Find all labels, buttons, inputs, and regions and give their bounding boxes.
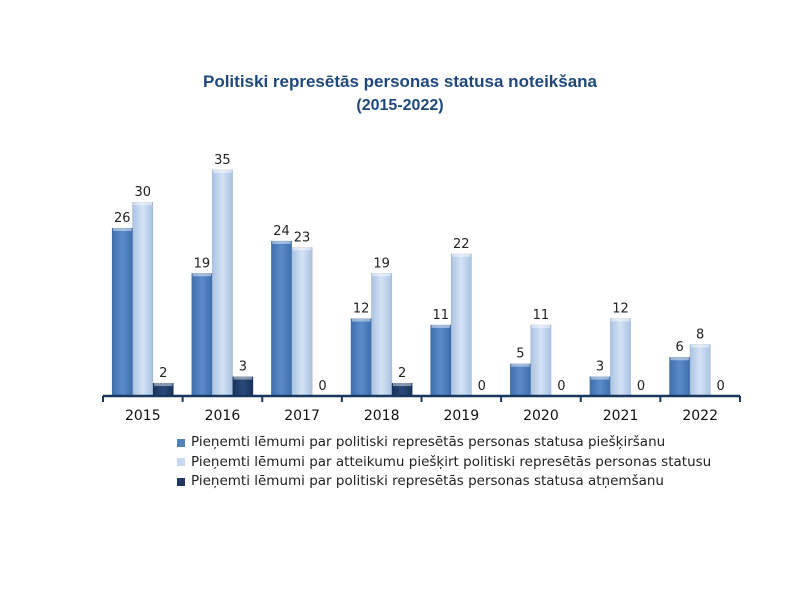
legend-label-1: Pieņemti lēmumi par politiski represētās… (191, 434, 666, 450)
data-label-2021-series-3: 0 (637, 379, 645, 394)
data-label-2022-series-1: 6 (675, 340, 683, 355)
bar-highlight (351, 318, 371, 322)
data-label-2017-series-2: 23 (294, 230, 311, 245)
bar-highlight (452, 253, 471, 257)
data-label-2022-series-2: 8 (696, 327, 704, 342)
data-label-2020-series-3: 0 (557, 379, 565, 394)
data-label-2016-series-1: 19 (194, 256, 211, 271)
legend-swatch-2 (177, 458, 185, 467)
legend-swatch-1 (177, 438, 185, 447)
data-label-2021-series-1: 3 (596, 360, 604, 375)
data-label-2018-series-2: 19 (373, 256, 390, 271)
bar-highlight (233, 376, 253, 380)
bar-highlight (272, 240, 291, 244)
data-label-2015-series-2: 30 (134, 185, 151, 200)
bar-highlight (213, 169, 232, 173)
data-label-2015-series-1: 26 (114, 211, 131, 226)
bar-highlight (511, 363, 530, 367)
x-tick-label-2015: 2015 (125, 408, 161, 424)
data-label-2020-series-2: 11 (533, 308, 550, 323)
legend-label-3: Pieņemti lēmumi par politiski represētās… (191, 473, 664, 489)
bar-highlight (670, 357, 689, 361)
x-tick-label-2019: 2019 (443, 408, 479, 424)
legend-label-2: Pieņemti lēmumi par atteikumu piešķirt p… (191, 453, 712, 470)
x-axis: 2015 2016 2017 2018 2019 2020 2021 2022 (102, 394, 741, 424)
bars-group (111, 169, 711, 397)
x-tick-label-2022: 2022 (682, 408, 718, 424)
bar-highlight (392, 383, 412, 387)
data-label-2022-series-3: 0 (716, 379, 724, 394)
bar-2021-series-2 (610, 318, 631, 397)
data-label-2016-series-3: 3 (239, 360, 247, 375)
bar-highlight (531, 324, 551, 328)
bar-highlight (292, 247, 312, 251)
x-tick-label-2016: 2016 (205, 408, 241, 424)
bar-2016-series-1 (191, 273, 213, 397)
bar-2019-series-2 (450, 253, 472, 397)
legend-swatch-3 (177, 477, 185, 486)
bar-2015-series-2 (132, 201, 154, 397)
bar-2017-series-2 (291, 247, 313, 397)
x-tick-label-2017: 2017 (284, 408, 320, 424)
data-label-2018-series-3: 2 (398, 366, 406, 381)
legend-item-3: Pieņemti lēmumi par politiski represētās… (177, 472, 711, 492)
bar-2018-series-1 (350, 318, 372, 397)
bar-highlight (590, 376, 610, 380)
legend-item-1: Pieņemti lēmumi par politiski represētās… (177, 433, 711, 453)
bar-highlight (133, 202, 152, 206)
x-tick-label-2021: 2021 (603, 408, 639, 424)
bar-2022-series-1 (669, 356, 691, 397)
x-tick-label-2020: 2020 (523, 408, 559, 424)
data-label-2017-series-3: 0 (318, 379, 326, 394)
chart-title: Politiski represētās personas statusa no… (202, 72, 597, 91)
data-label-2017-series-1: 24 (273, 224, 290, 239)
chart-subtitle: (2015-2022) (356, 97, 444, 114)
bar-2020-series-1 (509, 363, 531, 397)
data-label-2015-series-3: 2 (159, 366, 167, 381)
data-label-2018-series-1: 12 (353, 301, 370, 316)
x-tick-label-2018: 2018 (364, 408, 400, 424)
bar-2015-series-1 (111, 227, 133, 397)
bar-2020-series-2 (530, 324, 552, 397)
bar-2022-series-2 (689, 344, 711, 397)
bar-2018-series-2 (371, 273, 393, 397)
legend-item-2: Pieņemti lēmumi par atteikumu piešķirt p… (177, 453, 711, 473)
data-label-2019-series-3: 0 (478, 379, 486, 394)
bar-highlight (431, 324, 450, 328)
legend: Pieņemti lēmumi par politiski represētās… (177, 433, 711, 492)
bar-highlight (372, 273, 391, 277)
bar-highlight (154, 383, 173, 387)
bar-highlight (113, 228, 132, 232)
data-label-2016-series-2: 35 (214, 153, 231, 168)
bar-2016-series-2 (211, 169, 233, 397)
data-label-2019-series-1: 11 (432, 308, 449, 323)
bar-2017-series-1 (271, 240, 292, 397)
bar-2019-series-1 (430, 324, 452, 397)
data-label-2019-series-2: 22 (453, 237, 470, 252)
bar-highlight (611, 318, 630, 322)
bar-highlight (690, 344, 710, 348)
bar-highlight (192, 273, 212, 277)
data-label-2020-series-1: 5 (516, 347, 524, 362)
data-label-2021-series-2: 12 (612, 301, 629, 316)
